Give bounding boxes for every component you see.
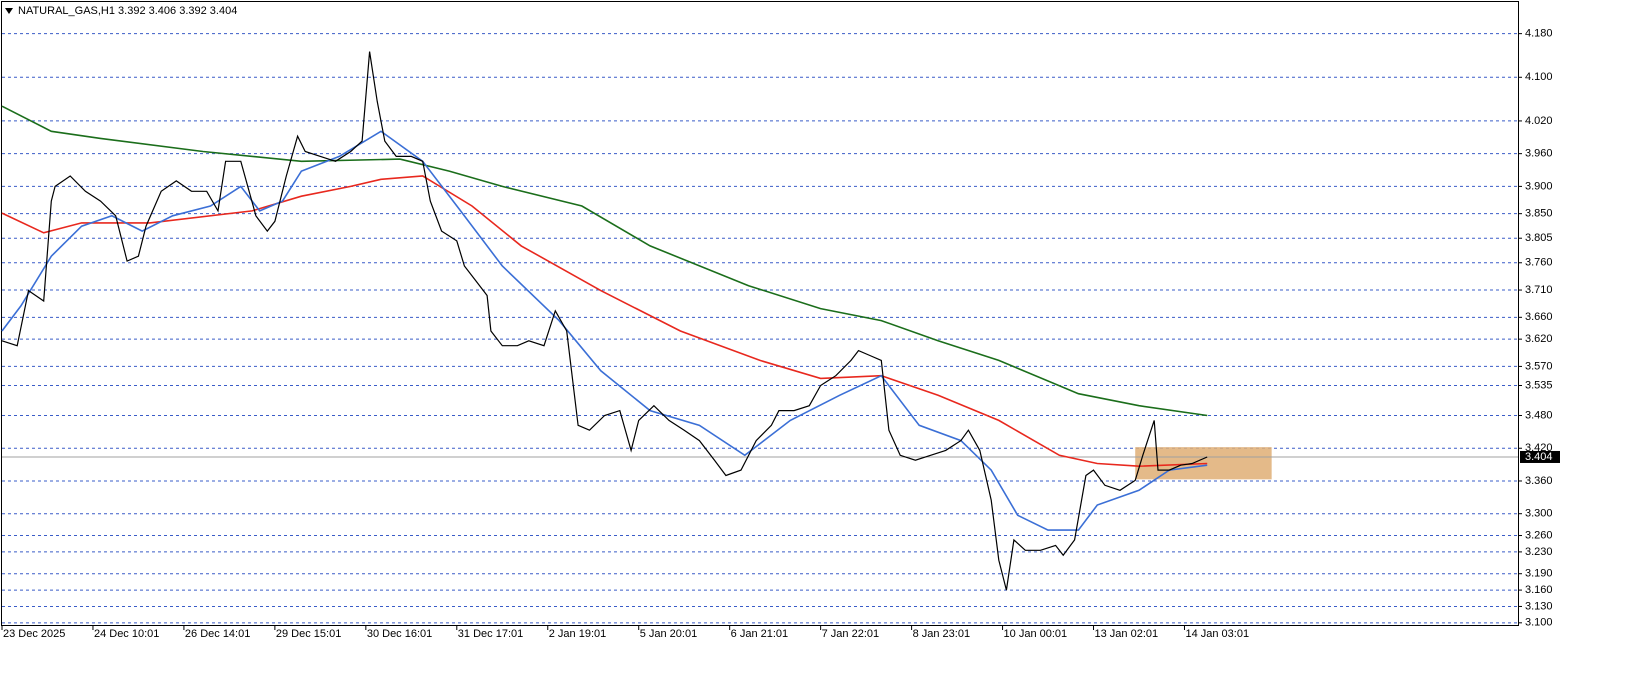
current-price-box (1520, 450, 1560, 463)
moving-average (1, 130, 1208, 531)
x-tick-label: 2 Jan 19:01 (549, 628, 607, 640)
x-tick-label: 23 Dec 2025 (3, 628, 65, 640)
background (0, 0, 1641, 645)
x-tick-label: 6 Jan 21:01 (731, 628, 789, 640)
y-tick-label: 3.230 (1525, 546, 1553, 558)
y-tick-label: 3.100 (1525, 617, 1553, 629)
y-tick-label: 3.535 (1525, 379, 1553, 391)
y-tick-label: 4.180 (1525, 28, 1553, 40)
y-tick-label: 3.960 (1525, 148, 1553, 160)
y-tick-label: 3.130 (1525, 600, 1553, 612)
y-tick-label: 3.260 (1525, 529, 1553, 541)
y-tick-label: 3.570 (1525, 360, 1553, 372)
x-tick-label: 5 Jan 20:01 (640, 628, 698, 640)
moving-average (1, 175, 1208, 468)
current-price-label: 3.404 (1525, 451, 1553, 463)
y-tick-label: 3.900 (1525, 180, 1553, 192)
title-arrow (5, 8, 13, 14)
x-tick-label: 8 Jan 23:01 (913, 628, 971, 640)
x-tick-label: 26 Dec 14:01 (185, 628, 250, 640)
chart-title: NATURAL_GAS,H1 3.392 3.406 3.392 3.404 (18, 5, 237, 17)
y-tick-label: 3.850 (1525, 208, 1553, 220)
y-tick-label: 3.360 (1525, 475, 1553, 487)
y-tick-label: 4.020 (1525, 115, 1553, 127)
y-tick-label: 3.300 (1525, 508, 1553, 520)
x-tick-label: 24 Dec 10:01 (94, 628, 159, 640)
y-tick-label: 3.760 (1525, 257, 1553, 269)
y-tick-label: 3.805 (1525, 232, 1553, 244)
x-tick-label: 29 Dec 15:01 (276, 628, 341, 640)
y-tick-label: 3.480 (1525, 409, 1553, 421)
y-tick-label: 4.100 (1525, 71, 1553, 83)
price-line (1, 51, 1208, 591)
x-tick-label: 7 Jan 22:01 (822, 628, 880, 640)
x-tick-label: 13 Jan 02:01 (1095, 628, 1159, 640)
y-tick-label: 3.160 (1525, 584, 1553, 596)
y-tick-label: 3.660 (1525, 311, 1553, 323)
y-tick-label: 3.620 (1525, 333, 1553, 345)
moving-average (1, 105, 1208, 417)
x-tick-label: 30 Dec 16:01 (367, 628, 432, 640)
x-tick-label: 14 Jan 03:01 (1185, 628, 1249, 640)
y-tick-label: 3.710 (1525, 284, 1553, 296)
x-tick-label: 31 Dec 17:01 (458, 628, 523, 640)
y-tick-label: 3.190 (1525, 568, 1553, 580)
plot-frame (1, 1, 1519, 626)
x-tick-label: 10 Jan 00:01 (1004, 628, 1068, 640)
